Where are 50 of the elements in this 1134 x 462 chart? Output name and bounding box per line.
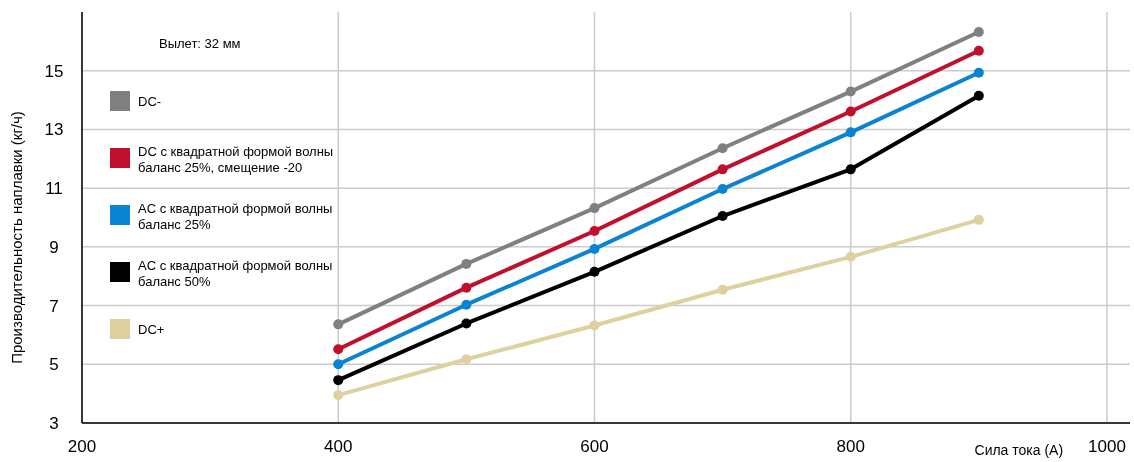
y-tick-label: 7 <box>49 296 59 316</box>
point <box>333 390 344 401</box>
legend-title: Вылет: 32 мм <box>159 36 241 51</box>
legend-label: AC с квадратной формой волны баланс 50% <box>138 258 333 289</box>
x-tick-label: 1000 <box>1088 437 1126 456</box>
point <box>589 226 600 236</box>
point <box>461 258 472 269</box>
point <box>845 106 856 117</box>
point <box>973 90 984 101</box>
point <box>973 214 984 225</box>
point <box>333 319 344 330</box>
y-tick-label: 11 <box>45 179 63 199</box>
point <box>845 251 856 262</box>
point <box>461 282 472 293</box>
legend-label: AC с квадратной формой волны баланс 25% <box>138 201 333 232</box>
x-axis-title: Сила тока (A) <box>974 442 1064 458</box>
point <box>717 284 728 295</box>
point <box>973 26 984 37</box>
y-tick-label: 5 <box>49 355 59 375</box>
point <box>589 320 600 331</box>
point <box>589 243 600 254</box>
point <box>333 375 344 386</box>
y-axis-title: Производительность наплавки (кг/ч) <box>8 111 25 364</box>
legend-label: DC- <box>138 94 162 109</box>
x-tick-label: 400 <box>324 437 353 456</box>
y-tick-label: 15 <box>44 61 64 81</box>
point <box>973 45 984 56</box>
point <box>717 143 728 154</box>
legend-label: DC+ <box>138 322 165 337</box>
point <box>589 203 600 214</box>
y-tick-label: 3 <box>49 413 59 433</box>
point <box>589 266 600 277</box>
point <box>461 354 472 365</box>
point <box>717 184 728 195</box>
point <box>845 86 856 97</box>
x-tick-label: 800 <box>836 437 865 456</box>
point <box>333 359 344 370</box>
point <box>461 299 472 310</box>
x-tick-label: 600 <box>580 437 609 456</box>
point <box>461 318 472 329</box>
point <box>333 344 344 355</box>
point <box>717 164 728 175</box>
point <box>717 211 728 222</box>
y-tick-label: 9 <box>49 237 59 257</box>
legend-label: DC с квадратной формой волны баланс 25%, смещение -20 <box>138 144 334 175</box>
point <box>973 67 984 78</box>
point <box>845 164 856 175</box>
point <box>845 127 856 138</box>
x-tick-label: 200 <box>67 437 97 456</box>
y-tick-label: 13 <box>44 120 64 140</box>
